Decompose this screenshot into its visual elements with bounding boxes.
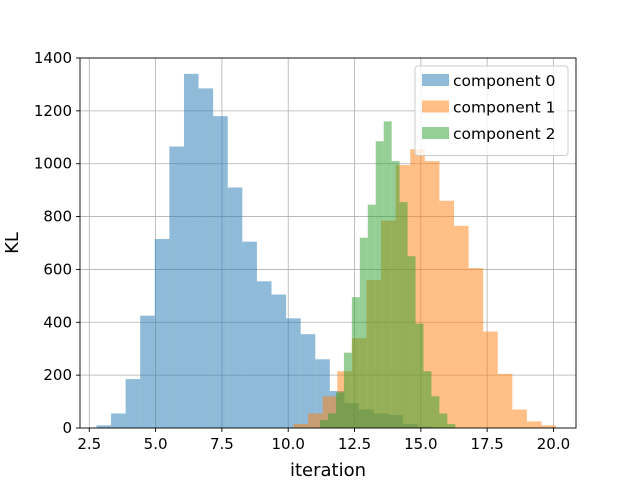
- legend-label: component 1: [453, 99, 555, 117]
- histogram-bar: [256, 281, 272, 428]
- histogram-bar: [343, 352, 352, 428]
- histogram-bar: [468, 268, 484, 428]
- histogram-bar: [391, 161, 400, 429]
- histogram-bar: [140, 315, 155, 428]
- histogram-bar: [125, 379, 141, 428]
- histogram-bar: [375, 141, 384, 428]
- histogram-bar: [351, 297, 360, 428]
- plot-frame: [79, 57, 577, 429]
- histogram-bar: [399, 202, 408, 428]
- histogram-bar: [439, 413, 448, 428]
- histogram-bar: [169, 146, 184, 429]
- histogram-bar: [198, 88, 214, 429]
- histogram-bar: [424, 161, 440, 429]
- histogram-bar: [96, 425, 112, 428]
- x-axis-label: iteration: [290, 460, 366, 480]
- histogram-bar: [359, 237, 368, 428]
- y-tick-label: 400: [43, 313, 72, 331]
- y-axis-label: KL: [2, 232, 23, 254]
- x-tick-label: 17.5: [470, 435, 503, 453]
- x-tick-label: 20.0: [537, 435, 570, 453]
- histogram-bar: [286, 318, 301, 428]
- histogram-bar: [154, 239, 170, 428]
- histogram-bar: [512, 409, 527, 428]
- y-tick-label: 800: [43, 208, 72, 226]
- histogram-bar: [541, 425, 557, 428]
- histogram-bar: [300, 334, 316, 428]
- x-tick-label: 7.5: [210, 435, 234, 453]
- y-tick-label: 1200: [34, 102, 72, 120]
- histogram-bar: [447, 424, 456, 428]
- histogram-bar: [320, 420, 328, 428]
- y-tick-label: 1000: [34, 155, 72, 173]
- x-tick-label: 12.5: [338, 435, 371, 453]
- histogram-bar: [183, 73, 199, 428]
- histogram-bar: [111, 413, 126, 428]
- legend-label: component 2: [453, 125, 555, 143]
- histogram-bar: [423, 371, 432, 428]
- histogram-bar: [242, 241, 257, 428]
- legend-swatch: [422, 74, 449, 86]
- y-tick-label: 0: [62, 419, 72, 437]
- histogram-bar: [383, 121, 392, 428]
- legend-label: component 0: [453, 72, 555, 90]
- histogram-bar: [271, 294, 287, 428]
- y-tick-label: 600: [43, 260, 72, 278]
- histogram-bar: [328, 413, 336, 428]
- bars-layer: [96, 73, 557, 429]
- histogram-bar: [227, 187, 243, 428]
- x-tick-label: 2.5: [77, 435, 101, 453]
- histogram-bar: [213, 116, 228, 429]
- histogram-bar: [367, 204, 376, 428]
- legend: component 0 component 1 component 2: [414, 65, 569, 156]
- x-tick-label: 15.0: [404, 435, 437, 453]
- histogram-bar: [335, 392, 344, 428]
- histogram-bar: [497, 373, 513, 428]
- series-0-bars: [96, 73, 432, 429]
- ticks-layer: 2.5 5.0 7.5 10.0 12.5 15.0 17.5 20.0 0 200 400 600 8…: [34, 49, 570, 453]
- histogram-bar: [431, 396, 440, 428]
- legend-frame: [414, 65, 569, 156]
- histogram-bar: [415, 323, 424, 428]
- x-tick-label: 5.0: [144, 435, 168, 453]
- histogram-bar: [293, 424, 309, 428]
- histogram-bar: [453, 225, 469, 428]
- histogram-bar: [526, 421, 542, 428]
- legend-swatch: [422, 100, 449, 113]
- y-tick-label: 200: [43, 366, 72, 384]
- x-tick-label: 10.0: [272, 435, 305, 453]
- histogram-bar: [439, 200, 454, 428]
- series-2-bars: [320, 121, 456, 429]
- y-tick-label: 1400: [34, 49, 72, 67]
- legend-swatch: [422, 127, 449, 139]
- histogram-bar: [407, 256, 416, 428]
- histogram-bar: [483, 331, 498, 428]
- histogram-bar: [308, 413, 323, 428]
